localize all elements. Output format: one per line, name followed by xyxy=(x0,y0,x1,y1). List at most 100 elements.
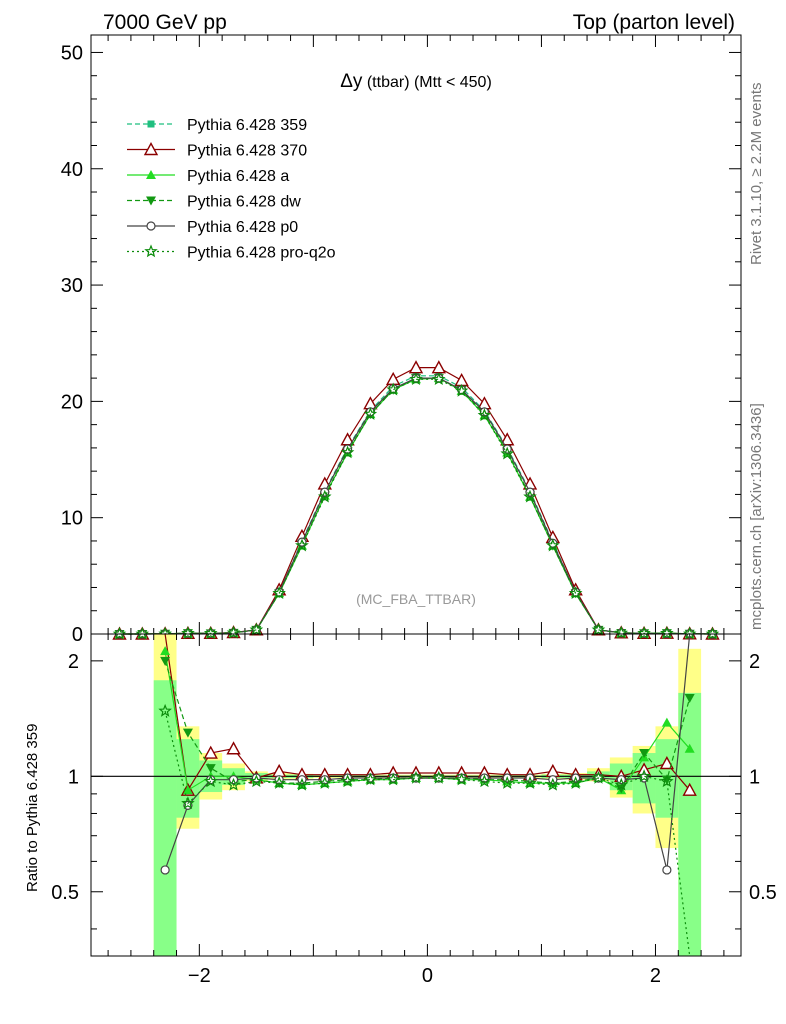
plot-title: Δy (ttbar) (Mtt < 450) xyxy=(340,71,492,92)
data-point xyxy=(295,538,309,552)
data-point xyxy=(226,625,241,639)
ratio-y-tick-label: 0.5 xyxy=(51,882,79,904)
rivet-label: Rivet 3.1.10, ≥ 2.2M events xyxy=(748,83,765,266)
ratio-y-axis-label: Ratio to Pythia 6.428 359 xyxy=(24,724,41,892)
ratio-point xyxy=(317,775,332,789)
series-5 xyxy=(112,372,720,640)
data-point xyxy=(135,626,150,640)
data-point xyxy=(432,372,446,385)
ratio-point xyxy=(477,774,492,788)
ratio-point xyxy=(182,728,193,738)
y-tick-label: 30 xyxy=(61,275,83,297)
ratio-point xyxy=(591,770,606,784)
ratio-point xyxy=(637,769,651,783)
ratio-point xyxy=(500,775,515,789)
legend-entry: Pythia 6.428 370 xyxy=(187,143,307,160)
analysis-watermark: (MC_FBA_TTBAR) xyxy=(356,591,476,607)
ratio-point xyxy=(682,782,697,796)
ratio-point xyxy=(203,774,218,788)
uncertainty-band-green xyxy=(678,692,702,956)
data-point xyxy=(591,622,606,636)
data-point xyxy=(112,626,127,640)
plot-title-symbol: Δy xyxy=(340,71,363,92)
series-line xyxy=(119,378,713,635)
legend-marker xyxy=(147,120,155,128)
data-point xyxy=(614,625,629,639)
ratio-point xyxy=(684,743,695,753)
header-left: 7000 GeV pp xyxy=(103,11,227,34)
ratio-point xyxy=(160,656,171,666)
ratio-series-line xyxy=(164,710,691,956)
ratio-point xyxy=(182,785,193,795)
main-plot: 0 10 20 30 40 50 xyxy=(61,34,742,646)
legend-entry: Pythia 6.428 pro-q2o xyxy=(187,245,336,262)
ratio-point xyxy=(432,770,446,784)
ratio-y-tick-label-right: 2 xyxy=(749,651,760,673)
ratio-frame xyxy=(90,633,742,957)
ratio-point xyxy=(454,772,469,786)
ratio-point xyxy=(684,694,695,704)
y-tick-label: 0 xyxy=(72,624,83,646)
data-point xyxy=(477,408,492,422)
y-tick-label: 40 xyxy=(61,159,83,181)
mcplots-label: mcplots.cern.ch [arXiv:1306.3436] xyxy=(748,403,765,630)
legend-entry: Pythia 6.428 dw xyxy=(187,194,301,211)
ratio-point xyxy=(295,777,309,791)
y-tick-label: 50 xyxy=(61,42,83,64)
ratio-point xyxy=(226,777,241,791)
x-tick-label: −2 xyxy=(188,965,211,987)
data-point xyxy=(568,586,583,600)
x-tick-label: 2 xyxy=(650,965,661,987)
data-point xyxy=(523,489,537,503)
ratio-y-tick-label-right: 1 xyxy=(749,766,760,788)
ratio-inner xyxy=(91,634,741,956)
legend-marker xyxy=(146,196,156,206)
ratio-point xyxy=(272,775,286,789)
data-point xyxy=(363,407,378,420)
legend-entry: Pythia 6.428 a xyxy=(187,168,289,185)
ratio-point xyxy=(639,749,650,759)
ratio-point xyxy=(614,777,629,791)
ratio-point xyxy=(271,763,287,778)
legend-marker xyxy=(144,244,158,258)
legend-marker xyxy=(143,142,159,156)
ratio-point xyxy=(661,775,672,785)
ratio-point xyxy=(660,774,674,788)
ratio-point xyxy=(226,741,241,755)
ratio-series-line xyxy=(164,634,691,871)
data-point xyxy=(454,383,469,397)
ratio-point xyxy=(363,772,378,786)
plot-title-rest: (ttbar) (Mtt < 450) xyxy=(362,74,491,91)
ratio-point xyxy=(249,774,264,788)
legend: Pythia 6.428 359 Pythia 6.428 370 Pythia 6… xyxy=(127,117,336,262)
data-point xyxy=(272,586,286,600)
x-tick-label: 0 xyxy=(422,965,433,987)
data-point xyxy=(386,382,400,396)
legend-entry: Pythia 6.428 359 xyxy=(187,117,307,134)
y-tick-label: 20 xyxy=(61,391,83,413)
data-point xyxy=(409,372,423,385)
data-point xyxy=(637,626,651,640)
data-point xyxy=(181,626,195,640)
data-point xyxy=(340,445,355,459)
ratio-series-4 xyxy=(158,703,691,956)
data-point xyxy=(203,626,218,640)
ratio-point xyxy=(160,646,171,656)
data-point xyxy=(249,622,264,636)
ratio-point xyxy=(546,777,560,791)
data-point xyxy=(545,538,560,552)
data-point xyxy=(317,489,332,503)
ratio-point xyxy=(662,865,672,875)
ratio-point xyxy=(545,763,561,778)
data-point xyxy=(705,626,720,640)
ratio-point xyxy=(181,796,195,810)
ratio-point xyxy=(659,756,675,770)
ratio-point xyxy=(568,775,583,789)
ratio-point xyxy=(205,764,216,774)
data-point xyxy=(500,446,515,460)
ratio-y-tick-label: 2 xyxy=(68,651,79,673)
legend-marker xyxy=(146,170,156,179)
legend-marker xyxy=(146,221,156,231)
ratio-point xyxy=(158,703,172,717)
